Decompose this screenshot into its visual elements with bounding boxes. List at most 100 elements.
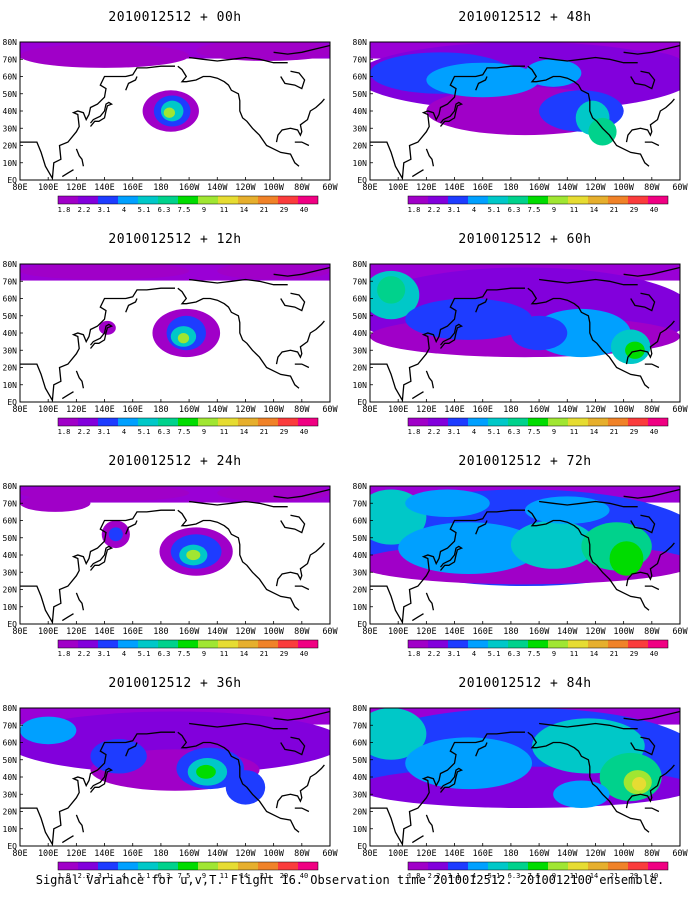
variance-contour (525, 496, 610, 524)
colorbar-swatch (428, 196, 448, 204)
colorbar-label: 3.1 (448, 428, 461, 436)
variance-contour (217, 486, 330, 502)
lat-tick-label: 10N (3, 381, 18, 390)
variance-contour (553, 780, 610, 809)
colorbar-label: 40 (650, 206, 658, 214)
coastline (527, 287, 650, 389)
coastline (20, 65, 175, 180)
colorbar-label: 40 (650, 872, 658, 880)
colorbar-swatch (448, 418, 468, 426)
coastline (273, 266, 330, 277)
variance-contour (163, 107, 175, 118)
colorbar-label: 29 (280, 206, 288, 214)
coastline (539, 56, 638, 64)
coastline (177, 65, 300, 167)
lon-tick-label: 80E (362, 183, 377, 193)
lon-tick-label: 120W (585, 627, 606, 637)
coastline (273, 710, 330, 721)
colorbar-label: 2.2 (428, 650, 441, 658)
coastline (439, 767, 464, 793)
lon-tick-label: 120E (416, 183, 436, 193)
colorbar-swatch (238, 196, 258, 204)
colorbar-label: 5.1 (488, 428, 501, 436)
lat-tick-label: 40N (3, 773, 18, 782)
coastline (370, 287, 525, 402)
lat-tick-label: 40N (3, 551, 18, 560)
colorbar-label: 4 (472, 206, 476, 214)
lon-tick-label: 80E (12, 183, 27, 193)
lon-tick-label: 140E (444, 849, 464, 859)
colorbar-swatch (508, 640, 528, 648)
colorbar-label: 2.2 (428, 428, 441, 436)
variance-contour (177, 333, 190, 344)
colorbar-swatch (78, 862, 98, 870)
coastline (527, 509, 650, 611)
panel-title: 2010012512 + 00h (108, 10, 242, 25)
variance-contour (525, 59, 582, 87)
lat-tick-label: 30N (3, 124, 18, 133)
coastline (475, 742, 488, 757)
colorbar-label: 2.2 (428, 872, 441, 880)
colorbar-label: 21 (610, 206, 618, 214)
colorbar-label: 2.2 (78, 206, 91, 214)
colorbar-swatch (138, 196, 158, 204)
lat-tick-label: 70N (353, 55, 368, 64)
colorbar-label: 9 (552, 428, 556, 436)
coastline (75, 370, 85, 389)
lat-tick-label: 50N (353, 534, 368, 543)
coastline (411, 391, 424, 400)
coastline (125, 298, 138, 313)
lon-tick-label: 180 (153, 183, 168, 193)
coastline (475, 520, 488, 535)
coastline (625, 320, 675, 365)
colorbar-label: 40 (300, 872, 308, 880)
colorbar-label: 7.5 (178, 650, 191, 658)
variance-contour (398, 522, 540, 574)
lat-tick-label: 30N (3, 790, 18, 799)
lon-tick-label: 160E (472, 627, 492, 637)
lon-tick-label: 60W (672, 627, 688, 637)
lat-tick-label: 30N (353, 346, 368, 355)
lon-tick-label: 180 (503, 849, 518, 859)
colorbar-label: 9 (202, 650, 206, 658)
variance-contour (588, 50, 680, 86)
colorbar-swatch (118, 640, 138, 648)
lat-tick-label: 80N (3, 704, 18, 713)
colorbar-label: 7.5 (528, 872, 541, 880)
colorbar-swatch (428, 640, 448, 648)
coastline (539, 278, 638, 286)
colorbar-swatch (78, 640, 98, 648)
colorbar-label: 3.1 (448, 650, 461, 658)
colorbar-label: 4 (122, 206, 126, 214)
lon-tick-label: 80W (644, 405, 660, 415)
lon-tick-label: 80E (362, 627, 377, 637)
colorbar-swatch (608, 418, 628, 426)
lat-tick-label: 70N (353, 277, 368, 286)
colorbar-swatch (648, 418, 668, 426)
lon-tick-label: 100E (388, 405, 408, 415)
colorbar-label: 29 (630, 872, 638, 880)
colorbar-swatch (408, 862, 428, 870)
lat-tick-label: 80N (353, 704, 368, 713)
colorbar-swatch (588, 640, 608, 648)
panel-title: 2010012512 + 48h (458, 10, 592, 25)
colorbar-swatch (178, 862, 198, 870)
variance-contour (217, 264, 330, 280)
lon-tick-label: 100W (263, 627, 284, 637)
coastline (425, 148, 435, 167)
coastline (20, 731, 175, 846)
colorbar-swatch (628, 196, 648, 204)
colorbar-label: 14 (590, 872, 598, 880)
lat-tick-label: 40N (353, 329, 368, 338)
colorbar-label: 21 (610, 650, 618, 658)
colorbar-label: 3.1 (98, 206, 111, 214)
lat-tick-label: EQ (7, 176, 17, 185)
lon-tick-label: 100W (613, 405, 634, 415)
lon-tick-label: 160W (529, 183, 550, 193)
lon-tick-label: 160E (472, 183, 492, 193)
coastline (275, 764, 325, 809)
lat-tick-label: EQ (357, 176, 367, 185)
lat-tick-label: 10N (3, 159, 18, 168)
lon-tick-label: 60W (322, 405, 338, 415)
lat-tick-label: 50N (353, 90, 368, 99)
